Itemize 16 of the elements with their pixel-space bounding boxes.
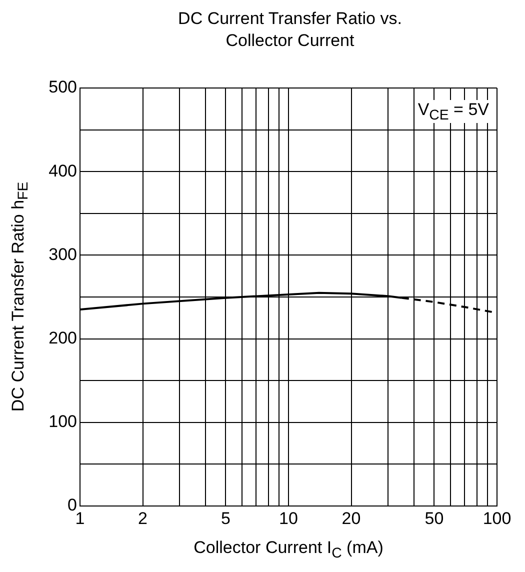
y-tick-label: 100 [48, 412, 77, 432]
x-tick-label: 50 [424, 508, 444, 528]
y-tick-label: 500 [48, 78, 77, 97]
x-tick-label: 1 [75, 508, 85, 528]
chart-title: DC Current Transfer Ratio vs. Collector Current [177, 8, 403, 52]
x-tick-label: 10 [279, 508, 298, 528]
y-tick-label: 400 [48, 161, 77, 180]
annotation: V$_{CE}$ = 5V [418, 100, 489, 124]
y-tick-label: 300 [48, 244, 77, 264]
y-tick-label: 200 [48, 328, 77, 348]
x-axis-title: Collector Current I$_{C}$ (mA) [192, 538, 384, 562]
x-tick-label: 2 [138, 508, 148, 528]
x-tick-label: 20 [342, 508, 361, 528]
x-tick-label: 100 [482, 508, 512, 528]
y-tick-label: 0 [68, 496, 77, 515]
x-tick-label: 5 [221, 508, 230, 528]
